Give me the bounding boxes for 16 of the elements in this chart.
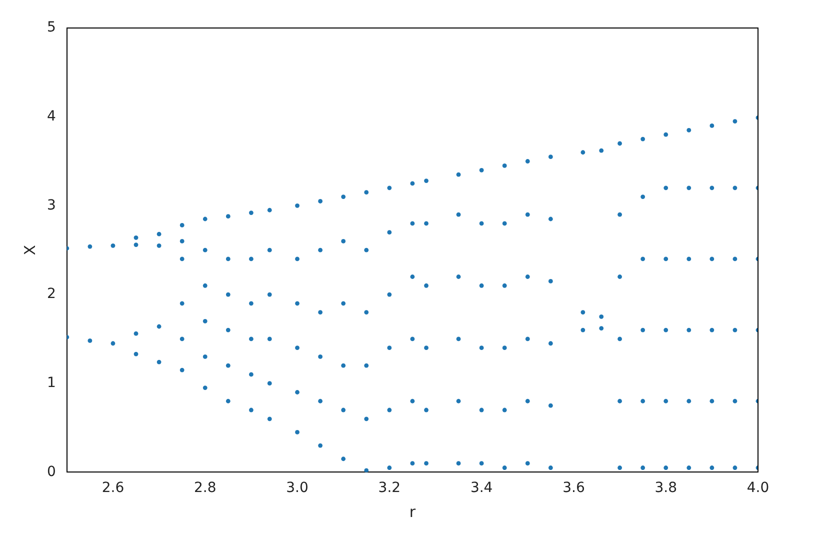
y-tick-label: 5 (46, 20, 56, 36)
x-tick-label: 3.2 (378, 480, 401, 496)
x-tick-label: 3.0 (286, 480, 308, 496)
y-tick-label: 4 (46, 108, 56, 124)
x-tick-label: 2.8 (194, 480, 216, 496)
y-tick-label: 1 (46, 375, 56, 391)
y-tick-label: 0 (46, 464, 56, 480)
x-tick-label: 3.8 (654, 480, 677, 496)
x-tick-label: 2.6 (102, 480, 124, 496)
x-tick-label: 4.0 (746, 480, 770, 496)
x-axis-title: r (409, 502, 416, 521)
x-tick-label: 3.4 (470, 480, 493, 496)
x-tick-label: 3.6 (562, 480, 585, 496)
y-tick-label: 2 (46, 286, 56, 302)
y-axis-title: X (20, 244, 39, 256)
y-tick-label: 3 (46, 197, 56, 214)
